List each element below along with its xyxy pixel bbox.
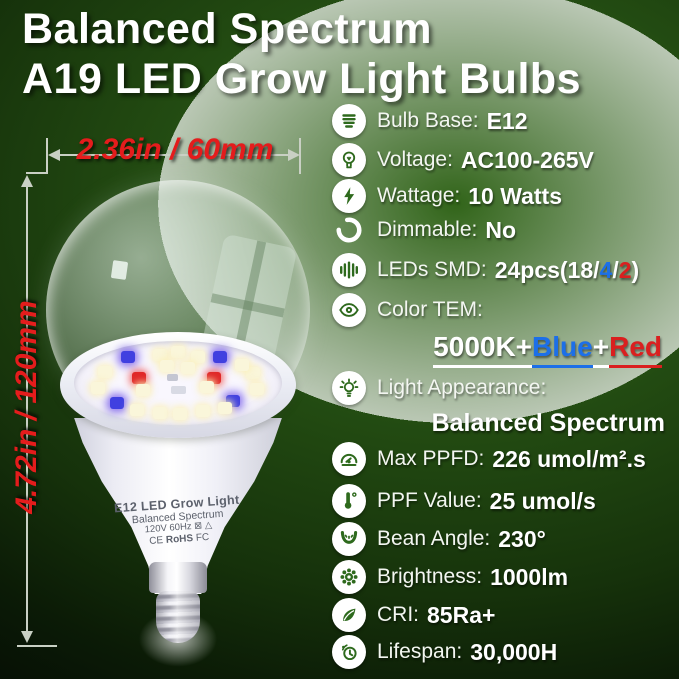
weee-marks-icon: ⊠ △ <box>193 520 213 533</box>
brightness-icon <box>332 560 366 594</box>
spec-row: Lifespan: 30,000H <box>332 633 557 671</box>
spec-row: Bulb Base: E12 <box>332 102 528 140</box>
spec-label: LEDs SMD: <box>377 258 487 281</box>
spec-value: 230° <box>498 525 546 552</box>
led-white <box>235 359 249 371</box>
spec-label: Lifespan: <box>377 640 463 663</box>
spec-row: PPF Value: 25 umol/s <box>332 482 596 520</box>
spec-value: 226 umol/m².s <box>492 445 646 472</box>
led-white <box>200 381 214 393</box>
spec-row: Brightness: 1000lm <box>332 558 568 596</box>
spec-row: Bean Angle: 230° <box>332 520 546 558</box>
page-title: Balanced Spectrum A19 LED Grow Light Bul… <box>22 4 581 104</box>
spec-label: Dimmable: <box>377 218 478 241</box>
led-blue <box>110 397 124 409</box>
spec-value: AC100-265V <box>460 146 594 173</box>
spec-label: Voltage: <box>377 148 453 171</box>
spec-value: 25 umol/s <box>489 487 596 514</box>
led-white <box>196 405 210 417</box>
max-ppfd-icon <box>332 442 366 476</box>
spec-value: 30,000H <box>470 638 558 665</box>
arrowhead-up-icon <box>21 175 33 187</box>
led-white <box>91 382 105 394</box>
led-white <box>218 402 232 414</box>
spec-value: 1000lm <box>490 563 569 590</box>
spec-row: Light Appearance: <box>332 369 546 407</box>
color-tem-value: 5000K+Blue+Red <box>433 331 662 368</box>
spec-row: Voltage: AC100-265V <box>332 141 594 179</box>
spec-label: Bean Angle: <box>377 527 491 550</box>
spec-value: 10 Watts <box>468 182 562 209</box>
ppf-value-icon <box>332 484 366 518</box>
spec-label: Wattage: <box>377 184 461 207</box>
spec-value: 24pcs(18/4/2) <box>494 256 640 283</box>
led-white <box>171 346 185 358</box>
bean-angle-icon <box>332 522 366 556</box>
spec-label: Color TEM: <box>377 298 483 321</box>
color-tem-icon <box>332 293 366 327</box>
fc-mark: FC <box>195 532 210 545</box>
led-white <box>153 349 167 361</box>
spec-row: Color TEM: <box>332 291 483 329</box>
led-white <box>246 367 260 379</box>
title-line-1: Balanced Spectrum <box>22 5 432 53</box>
leds-smd-icon <box>332 253 366 287</box>
spec-label: PPF Value: <box>377 489 482 512</box>
dimmable-icon <box>332 213 366 247</box>
led-white <box>98 366 112 378</box>
bulb-print-text: E12 LED Grow Light Balanced Spectrum 120… <box>104 492 251 551</box>
spec-row: Dimmable: No <box>332 211 516 249</box>
spec-value: No <box>485 216 517 243</box>
led-blue <box>121 351 135 363</box>
led-red <box>132 372 146 384</box>
height-dimension-line <box>26 185 28 633</box>
led-white <box>191 351 205 363</box>
spec-value: E12 <box>486 107 528 134</box>
led-white <box>160 360 174 372</box>
glass-highlight <box>110 260 129 280</box>
cri-icon <box>332 598 366 632</box>
arrowhead-left-icon <box>48 149 60 161</box>
screw-base <box>156 591 200 643</box>
spec-row: Wattage: 10 Watts <box>332 177 562 215</box>
spec-label: Max PPFD: <box>377 447 485 470</box>
led-white <box>153 407 167 419</box>
led-white <box>173 408 187 420</box>
rohs-mark: RoHS <box>165 533 194 547</box>
spec-label: Brightness: <box>377 565 483 588</box>
led-white <box>181 362 195 374</box>
width-tick-right <box>299 138 301 174</box>
spec-row: LEDs SMD: 24pcs(18/4/2) <box>332 251 639 289</box>
width-dimension-line <box>50 154 298 156</box>
bulb-base-icon <box>332 104 366 138</box>
led-white <box>136 384 150 396</box>
height-tick-bottom <box>17 645 57 647</box>
base-collar <box>149 562 207 593</box>
width-tick-left <box>46 138 48 174</box>
led-white <box>250 383 264 395</box>
led-white <box>130 404 144 416</box>
width-dimension-label: 2.36in / 60mm <box>76 133 274 166</box>
ce-mark: CE <box>148 535 164 548</box>
spec-label: Bulb Base: <box>377 109 479 132</box>
spec-value: 85Ra+ <box>427 601 496 628</box>
title-line-2: A19 LED Grow Light Bulbs <box>22 55 582 103</box>
led-blue <box>213 351 227 363</box>
arrowhead-down-icon <box>21 631 33 643</box>
light-appearance-icon <box>332 371 366 405</box>
light-appearance-value: Balanced Spectrum <box>431 409 665 437</box>
lifespan-icon <box>332 635 366 669</box>
spec-label: Light Appearance: <box>377 376 547 399</box>
arrowhead-right-icon <box>288 149 300 161</box>
wattage-icon <box>332 179 366 213</box>
spec-row: CRI: 85Ra+ <box>332 596 495 634</box>
spec-label: CRI: <box>377 603 419 626</box>
spec-row: Max PPFD: 226 umol/m².s <box>332 440 646 478</box>
height-dimension-label: 4.72in / 120mm <box>10 300 43 514</box>
connector-line <box>26 172 47 174</box>
voltage-icon <box>332 143 366 177</box>
